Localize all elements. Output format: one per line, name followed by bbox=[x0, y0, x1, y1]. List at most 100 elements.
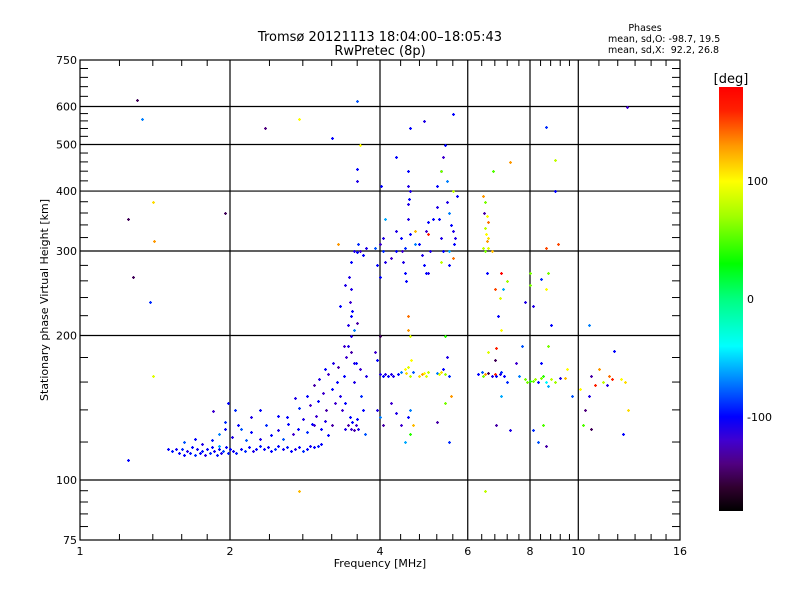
data-point bbox=[418, 243, 421, 246]
data-point bbox=[448, 375, 451, 378]
data-point bbox=[218, 448, 221, 451]
data-point bbox=[336, 381, 339, 384]
data-point bbox=[356, 168, 359, 171]
data-point bbox=[409, 190, 412, 193]
data-point bbox=[456, 195, 459, 198]
data-point bbox=[404, 368, 407, 371]
data-point bbox=[408, 198, 411, 201]
data-point bbox=[362, 409, 365, 412]
data-point bbox=[484, 227, 487, 230]
data-point bbox=[509, 429, 512, 432]
data-point bbox=[277, 445, 280, 448]
data-point bbox=[438, 373, 441, 376]
data-point bbox=[136, 99, 139, 102]
data-point bbox=[410, 359, 413, 362]
data-point bbox=[547, 272, 550, 275]
data-point bbox=[263, 448, 266, 451]
data-point bbox=[183, 441, 186, 444]
data-point bbox=[152, 201, 155, 204]
data-point bbox=[212, 410, 215, 413]
data-point bbox=[286, 416, 289, 419]
data-point bbox=[436, 206, 439, 209]
data-point bbox=[484, 201, 487, 204]
data-point bbox=[250, 431, 253, 434]
data-point bbox=[302, 418, 305, 421]
data-point bbox=[337, 243, 340, 246]
data-point bbox=[598, 368, 601, 371]
data-point bbox=[347, 324, 350, 327]
colorbar-tick-label: 100 bbox=[747, 175, 768, 188]
data-point bbox=[379, 416, 382, 419]
data-point bbox=[322, 392, 325, 395]
data-point bbox=[382, 237, 385, 240]
plot-frame bbox=[79, 59, 681, 541]
data-point bbox=[234, 409, 237, 412]
data-point bbox=[547, 385, 550, 388]
data-point bbox=[622, 433, 625, 436]
data-point bbox=[452, 113, 455, 116]
grid-lines bbox=[80, 60, 680, 540]
data-point bbox=[349, 301, 352, 304]
data-point bbox=[313, 446, 316, 449]
data-point bbox=[235, 452, 238, 455]
data-point bbox=[402, 261, 405, 264]
data-point bbox=[313, 424, 316, 427]
data-point bbox=[395, 412, 398, 415]
data-point bbox=[404, 272, 407, 275]
data-point bbox=[309, 445, 312, 448]
data-point bbox=[559, 377, 562, 380]
data-point bbox=[196, 448, 199, 451]
data-point bbox=[407, 185, 410, 188]
data-point bbox=[213, 450, 216, 453]
data-point bbox=[348, 276, 351, 279]
data-point bbox=[495, 424, 498, 427]
y-tick-label: 100 bbox=[56, 474, 77, 487]
y-tick-label: 600 bbox=[56, 101, 77, 114]
data-point bbox=[244, 450, 247, 453]
data-point bbox=[529, 272, 532, 275]
data-point bbox=[491, 250, 494, 253]
data-point bbox=[282, 448, 285, 451]
data-point bbox=[440, 371, 443, 374]
data-point bbox=[337, 366, 340, 369]
data-point bbox=[355, 424, 358, 427]
data-point bbox=[245, 439, 248, 442]
data-point bbox=[222, 450, 225, 453]
x-axis-label: Frequency [MHz] bbox=[334, 557, 426, 570]
data-point bbox=[409, 375, 412, 378]
data-point bbox=[500, 395, 503, 398]
data-point bbox=[240, 448, 243, 451]
y-tick-label: 400 bbox=[56, 185, 77, 198]
data-point bbox=[390, 373, 393, 376]
y-tick-label: 750 bbox=[56, 54, 77, 67]
data-point bbox=[500, 329, 503, 332]
data-point bbox=[452, 257, 455, 260]
data-point bbox=[220, 452, 223, 455]
data-point bbox=[287, 423, 290, 426]
data-point bbox=[409, 233, 412, 236]
data-point bbox=[486, 240, 489, 243]
data-point bbox=[341, 409, 344, 412]
stats-o-mode: mean, sd,O: -98.7, 19.5 bbox=[608, 34, 720, 45]
data-point bbox=[248, 446, 251, 449]
data-point bbox=[376, 409, 379, 412]
data-point bbox=[423, 264, 426, 267]
data-point bbox=[306, 431, 309, 434]
data-point bbox=[627, 409, 630, 412]
data-point bbox=[423, 120, 426, 123]
data-point bbox=[349, 416, 352, 419]
data-point bbox=[292, 433, 295, 436]
data-point bbox=[620, 378, 623, 381]
data-point bbox=[588, 395, 591, 398]
data-point bbox=[183, 454, 186, 457]
data-point bbox=[353, 329, 356, 332]
data-point bbox=[499, 297, 502, 300]
data-point bbox=[529, 380, 532, 383]
data-point bbox=[487, 237, 490, 240]
data-point bbox=[379, 243, 382, 246]
data-point bbox=[407, 416, 410, 419]
data-point bbox=[602, 381, 605, 384]
data-point bbox=[395, 156, 398, 159]
data-point bbox=[436, 185, 439, 188]
